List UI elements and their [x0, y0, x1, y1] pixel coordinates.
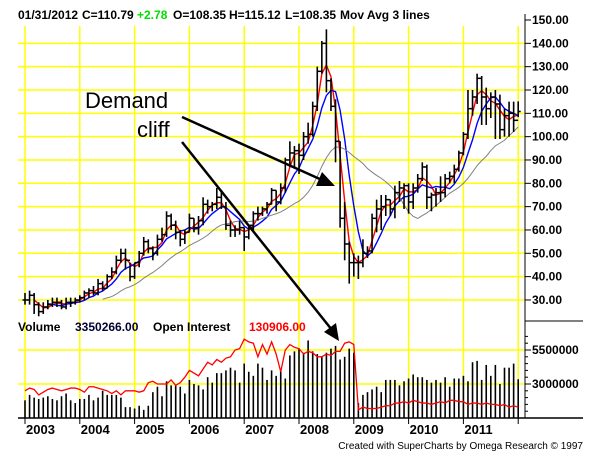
- price-bar: [127, 259, 133, 282]
- price-bar: [196, 215, 202, 235]
- x-tick-label: 2007: [245, 422, 274, 437]
- price-bar: [492, 89, 498, 139]
- x-tick-label: 2009: [355, 422, 384, 437]
- price-bar: [36, 302, 42, 317]
- price-bar: [68, 297, 74, 307]
- y-tick-label: 80.00: [532, 176, 562, 190]
- open-interest-line: [24, 338, 519, 411]
- price-bar: [182, 229, 188, 244]
- y-tick-label: 130.00: [532, 60, 569, 74]
- price-bar: [447, 171, 453, 184]
- header-study: Mov Avg 3 lines: [340, 8, 430, 22]
- header-change: +2.78: [137, 8, 168, 22]
- price-bar: [428, 192, 434, 212]
- header-open: O=108.35: [173, 8, 226, 22]
- price-bar: [22, 292, 28, 305]
- price-bar: [438, 176, 444, 202]
- price-bar: [269, 187, 275, 206]
- axes: 2003 2004 2005 2006 2007 2008 2009 2010 2011 150.…: [18, 13, 583, 437]
- price-bar: [374, 199, 380, 233]
- grid: [18, 26, 525, 418]
- price-bar: [291, 145, 297, 167]
- credit-text: Created with SuperCharts by Omega Resear…: [338, 441, 583, 452]
- slow-ma-line: [102, 126, 519, 300]
- x-tick-label: 2004: [81, 422, 111, 437]
- y-tick-label: 40.00: [532, 270, 562, 284]
- y-tick-label: 60.00: [532, 223, 562, 237]
- price-bar: [410, 183, 416, 209]
- price-bar: [465, 89, 471, 139]
- price-bar: [113, 255, 119, 275]
- y-tick-label: 90.00: [532, 153, 562, 167]
- x-tick-label: 2008: [300, 422, 329, 437]
- y-tick-label: 150.00: [532, 13, 569, 27]
- y-tick-label: 110.00: [532, 106, 568, 120]
- price-bar: [232, 225, 238, 237]
- mid-ma-line: [47, 89, 519, 307]
- price-bars: [22, 29, 521, 317]
- open-interest-label: Open Interest: [153, 320, 230, 334]
- price-bar: [305, 122, 311, 144]
- volume-label: Volume: [18, 320, 61, 334]
- volume-value: 3350266.00: [75, 320, 139, 334]
- price-bar: [323, 29, 329, 93]
- price-bar: [488, 92, 494, 118]
- price-bar: [27, 290, 33, 305]
- open-interest-series: [24, 338, 519, 411]
- price-bar: [319, 40, 325, 74]
- header-date: 01/31/2012: [18, 8, 78, 22]
- y-tick-label: 100.00: [532, 130, 569, 144]
- x-tick-label: 2010: [410, 422, 439, 437]
- price-bar: [378, 194, 384, 230]
- open-interest-value: 130906.00: [249, 320, 306, 334]
- y-tick-label: 140.00: [532, 36, 569, 50]
- header-high: H=115.12: [229, 8, 281, 22]
- price-bar: [273, 189, 279, 212]
- header-close: C=110.79: [82, 8, 134, 22]
- price-bar: [387, 198, 393, 216]
- price-bar: [264, 201, 270, 214]
- volume-tick-label: 5500000: [532, 343, 579, 357]
- y-tick-label: 30.00: [532, 293, 562, 307]
- annotation-demand: Demand: [85, 88, 168, 113]
- x-tick-label: 2003: [26, 422, 55, 437]
- price-bar: [255, 206, 261, 221]
- annotation-arrow-volume: [181, 141, 339, 341]
- price-bar: [214, 187, 220, 209]
- annotation-cliff: cliff: [137, 117, 170, 142]
- header-low: L=108.35: [285, 8, 336, 22]
- price-bar: [515, 101, 521, 122]
- volume-tick-label: 3000000: [532, 377, 579, 391]
- price-bar: [278, 183, 284, 205]
- volume-bars: [24, 340, 520, 418]
- price-bar: [328, 78, 334, 111]
- x-tick-label: 2011: [464, 422, 492, 437]
- price-bar: [31, 292, 37, 314]
- annotation-arrow-price: [181, 115, 335, 186]
- price-bar: [470, 89, 476, 116]
- price-bar: [145, 239, 151, 254]
- y-tick-label: 70.00: [532, 200, 562, 214]
- price-bar: [351, 253, 357, 277]
- y-tick-label: 50.00: [532, 246, 562, 260]
- y-tick-label: 120.00: [532, 83, 569, 97]
- x-tick-label: 2006: [190, 422, 219, 437]
- price-bar: [337, 140, 343, 228]
- price-bar: [419, 162, 425, 181]
- x-tick-label: 2005: [136, 422, 165, 437]
